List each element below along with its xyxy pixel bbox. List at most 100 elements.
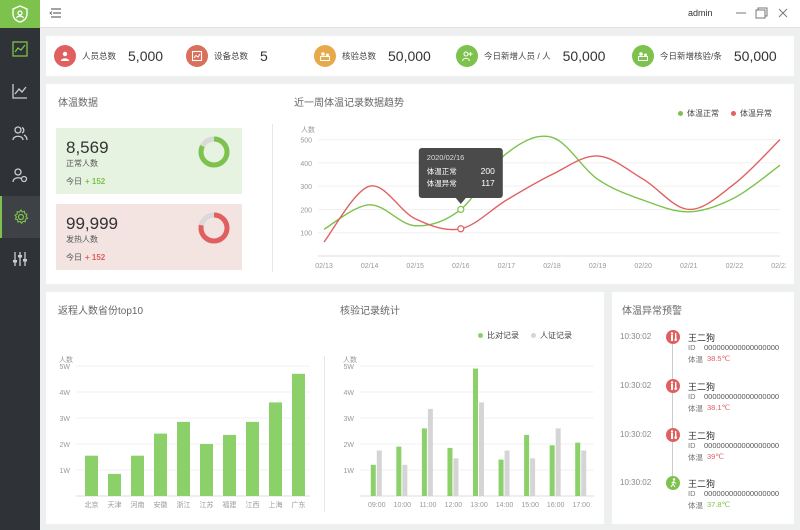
x-tick-label: 02/17 [498, 263, 516, 270]
gear-icon [14, 208, 29, 225]
users-icon [12, 126, 28, 141]
x-tick-label: 天津 [108, 501, 122, 509]
stat-new-personnel: 今日新增人员 / 人 50,000 [456, 43, 605, 69]
tooltip-row-value: 200 [481, 166, 495, 176]
legend-label: 比对记录 [487, 331, 519, 340]
temperature-card: 体温数据 8,569 正常人数 今日 + 152 99,999 发热人数 今日 + … [46, 84, 794, 284]
return-and-verify-card: 返程人数省份top10 人数 1W 2W 3W 4W 5W 北京 天津 河南 安徽 浙江 江苏 福建 江西… [46, 292, 604, 524]
alert-item[interactable]: 10:30:02 王二狗 ID 000000000000000000 体温 39℃ [618, 428, 792, 476]
alert-id-label: ID [688, 343, 696, 352]
trend-legend: 体温正常 体温异常 [666, 108, 772, 119]
nav-personnel[interactable] [0, 112, 40, 154]
verify-legend: 比对记录 人证记录 [466, 330, 572, 341]
menu-collapse-icon[interactable] [48, 6, 62, 20]
x-tick-label: 02/16 [452, 263, 470, 270]
stat-value: 50,000 [388, 48, 431, 64]
x-tick-label: 02/19 [589, 263, 607, 270]
alert-time: 10:30:02 [620, 430, 652, 439]
legend-abnormal[interactable]: 体温异常 [731, 108, 772, 119]
fever-today: 今日 + 152 [66, 252, 105, 263]
today-label: 今日 [66, 177, 82, 186]
alert-temp-value: 38.5℃ [707, 354, 731, 363]
bar [555, 428, 561, 496]
x-tick-label: 17:00 [572, 502, 590, 509]
device-chart-icon [186, 45, 208, 67]
nav-trend[interactable] [0, 70, 40, 112]
shield-logo-icon [12, 5, 28, 23]
bar [524, 434, 530, 496]
data-point [457, 225, 465, 233]
series-line [323, 139, 781, 243]
temperature-divider [272, 124, 273, 272]
y-tick-label: 2W [60, 442, 71, 449]
fever-today-value: + 152 [85, 253, 106, 262]
bar [223, 434, 236, 496]
y-tick-label: 5W [344, 364, 355, 371]
legend-compare[interactable]: 比对记录 [478, 330, 519, 341]
ring-fill [198, 212, 230, 244]
x-tick-label: 11:00 [419, 502, 436, 509]
normal-today: 今日 + 152 [66, 176, 105, 187]
stats-bar: 人员总数 5,000 设备总数 5 核验总数 50,000 今日新增人员 / 人… [46, 36, 794, 76]
walking-person-icon [666, 476, 680, 490]
stat-value: 50,000 [562, 48, 606, 64]
alert-item[interactable]: 10:30:02 王二狗 ID 000000000000000000 体温 37.8℃ [618, 476, 792, 524]
nav-user-settings[interactable] [0, 154, 40, 196]
stat-device-total: 设备总数 5 [186, 43, 268, 69]
minimize-icon[interactable] [734, 6, 748, 20]
x-tick-label: 02/18 [543, 263, 561, 270]
x-tick-label: 13:00 [470, 502, 488, 509]
legend-label: 体温正常 [687, 109, 719, 118]
normal-count: 8,569 [66, 138, 109, 157]
restore-icon[interactable] [754, 6, 768, 20]
dashboard-chart-icon [12, 41, 28, 57]
bar [447, 447, 453, 496]
normal-ratio-ring [198, 136, 230, 168]
x-tick-label: 安徽 [154, 500, 168, 509]
legend-normal[interactable]: 体温正常 [678, 108, 719, 119]
chart-divider [324, 356, 325, 512]
x-tick-label: 江苏 [200, 500, 214, 509]
close-icon[interactable] [776, 6, 790, 20]
legend-label: 人证记录 [540, 331, 572, 340]
alert-name: 王二狗 [688, 382, 716, 392]
alert-name: 王二狗 [688, 333, 716, 343]
province-bar-chart: 人数 1W 2W 3W 4W 5W 北京 天津 河南 安徽 浙江 江苏 福建 江西 上海 广东 [59, 356, 310, 509]
x-tick-label: 15:00 [521, 502, 539, 509]
bar [498, 459, 504, 496]
alert-item[interactable]: 10:30:02 王二狗 ID 000000000000000000 体温 38.1℃ [618, 379, 792, 427]
username[interactable]: admin [688, 8, 713, 18]
fever-person-icon [666, 379, 680, 393]
legend-dot [531, 333, 536, 338]
y-tick-label: 3W [60, 416, 71, 423]
stat-label: 今日新增人员 / 人 [484, 51, 551, 61]
alert-time: 10:30:02 [620, 478, 652, 487]
bar [396, 446, 402, 496]
bar [504, 450, 510, 496]
bar [200, 444, 213, 496]
nav-settings[interactable] [0, 196, 40, 238]
verify-icon [314, 45, 336, 67]
y-axis-label: 人数 [59, 356, 73, 364]
timeline-line [672, 338, 673, 486]
tooltip-date: 2020/02/16 [427, 153, 465, 162]
alerts-title: 体温异常预警 [622, 306, 682, 317]
bar [177, 421, 190, 496]
legend-id-card[interactable]: 人证记录 [531, 330, 572, 341]
alert-temp-value: 38.1℃ [707, 403, 731, 412]
x-tick-label: 福建 [223, 500, 237, 509]
alert-temp-value: 39℃ [707, 452, 724, 461]
nav-dashboard[interactable] [0, 28, 40, 70]
stat-value: 50,000 [733, 48, 777, 64]
nav-adjust[interactable] [0, 238, 40, 280]
x-tick-label: 02/13 [315, 263, 333, 270]
y-tick-label: 200 [300, 207, 312, 214]
alert-id-value: 000000000000000000 [704, 343, 780, 352]
bar [453, 458, 459, 496]
province-title: 返程人数省份top10 [58, 306, 144, 317]
x-tick-label: 江西 [246, 501, 260, 509]
alert-id-value: 000000000000000000 [704, 441, 780, 450]
y-axis-label: 人数 [301, 125, 315, 134]
alert-item[interactable]: 10:30:02 王二狗 ID 000000000000000000 体温 38.5℃ [618, 330, 792, 378]
bar [473, 368, 478, 496]
